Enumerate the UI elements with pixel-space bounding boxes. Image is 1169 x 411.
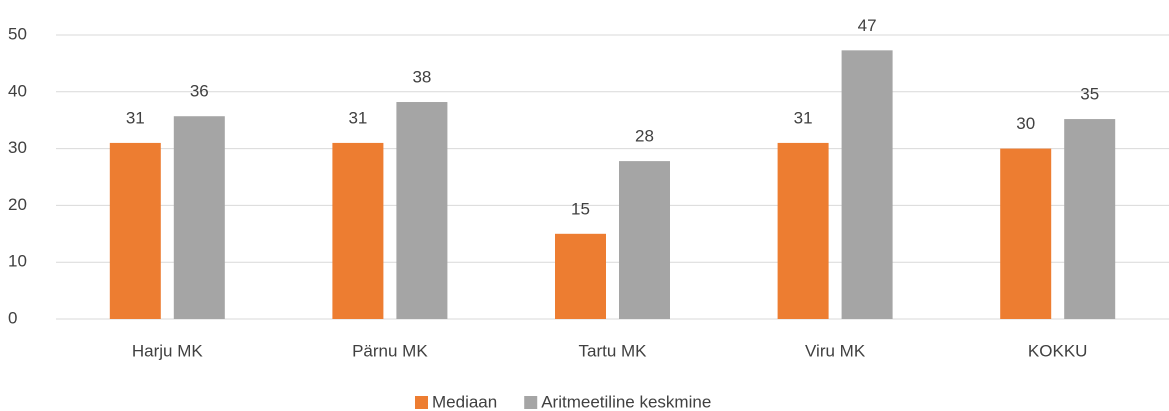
bar [777, 142, 829, 319]
legend-label: Aritmeetiline keskmine [541, 392, 711, 411]
data-label: 30 [1016, 114, 1035, 133]
data-label: 31 [794, 108, 813, 127]
data-label: 15 [571, 199, 590, 218]
data-label: 36 [190, 82, 209, 101]
y-tick-label: 20 [8, 195, 27, 214]
data-label: 47 [858, 16, 877, 35]
x-tick-label: Pärnu MK [352, 341, 428, 360]
x-tick-label: Tartu MK [578, 341, 647, 360]
bar [332, 142, 384, 319]
bar [1000, 148, 1052, 319]
bar [1064, 119, 1116, 320]
bar [109, 142, 161, 319]
bar [619, 161, 670, 319]
bar [173, 116, 225, 319]
bar [555, 233, 606, 319]
data-label: 28 [635, 127, 654, 146]
legend-swatch [524, 396, 538, 409]
legend-label: Mediaan [432, 392, 497, 411]
data-label: 35 [1080, 85, 1099, 104]
y-tick-label: 10 [8, 252, 27, 271]
data-label: 38 [412, 68, 431, 87]
data-label: 31 [126, 108, 145, 127]
y-tick-label: 0 [8, 308, 17, 327]
y-tick-label: 50 [8, 24, 27, 43]
legend-swatch [415, 396, 428, 409]
y-tick-label: 40 [8, 81, 27, 100]
bar [396, 102, 448, 319]
x-tick-label: Harju MK [132, 341, 204, 360]
y-tick-label: 30 [8, 138, 27, 157]
bar [841, 50, 893, 319]
x-tick-label: Viru MK [805, 341, 866, 360]
data-label: 31 [348, 108, 367, 127]
x-tick-label: KOKKU [1028, 341, 1088, 360]
